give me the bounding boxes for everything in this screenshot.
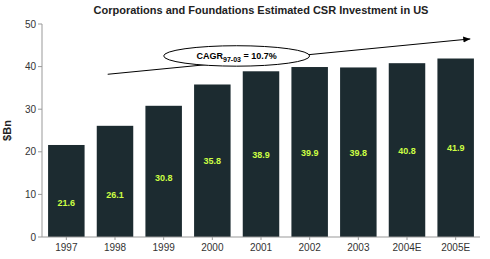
bars: [48, 59, 474, 237]
chart: Corporations and Foundations Estimated C…: [0, 0, 490, 259]
bar: [145, 106, 182, 237]
chart-container: Corporations and Foundations Estimated C…: [0, 0, 490, 259]
x-tick: [358, 237, 359, 240]
x-tick: [261, 237, 262, 240]
y-axis-label: $Bn: [1, 120, 13, 141]
y-tick-label: 30: [25, 104, 37, 115]
x-tick-label: 2001: [250, 242, 273, 253]
x-tick: [66, 237, 67, 240]
bar: [243, 71, 280, 237]
x-tick-label: 2004E: [393, 242, 422, 253]
annotation-subscript: 97-03: [223, 56, 241, 63]
annotation-text: CAGR: [197, 51, 224, 61]
annotation-bubble: [164, 46, 310, 66]
y-tick: [38, 151, 42, 152]
bar: [340, 67, 377, 237]
bar: [389, 63, 426, 237]
x-tick-label: 2000: [201, 242, 224, 253]
y-axis-line: [42, 24, 43, 237]
x-tick: [163, 237, 164, 240]
bar: [291, 67, 328, 237]
bar: [97, 126, 134, 237]
y-tick: [38, 109, 42, 110]
y-tick-label: 50: [25, 19, 37, 30]
x-tick: [407, 237, 408, 240]
x-tick-label: 2002: [299, 242, 322, 253]
trend-arrow: [108, 39, 471, 74]
bar: [194, 84, 231, 237]
y-tick-label: 10: [25, 189, 37, 200]
annotation-text-after: = 10.7%: [241, 51, 277, 61]
y-tick-label: 0: [30, 232, 36, 243]
x-tick-label: 1998: [104, 242, 127, 253]
x-tick: [212, 237, 213, 240]
data-label: 39.8: [350, 148, 368, 158]
x-tick: [309, 237, 310, 240]
y-tick: [38, 237, 42, 238]
annotation: CAGR97-03 = 10.7%: [197, 51, 277, 63]
title: Corporations and Foundations Estimated C…: [94, 4, 429, 16]
y-tick: [38, 194, 42, 195]
y-tick: [38, 24, 42, 25]
data-label: 39.9: [301, 148, 319, 158]
bar: [437, 59, 474, 237]
data-label: 26.1: [106, 190, 124, 200]
data-label: 41.9: [447, 143, 465, 153]
data-label: 35.8: [204, 156, 222, 166]
data-label: 40.8: [398, 146, 416, 156]
y-tick-label: 40: [25, 61, 37, 72]
data-label: 30.8: [155, 173, 173, 183]
data-label: 38.9: [252, 150, 270, 160]
y-tick: [38, 66, 42, 67]
x-tick-label: 2003: [347, 242, 370, 253]
x-tick: [115, 237, 116, 240]
bar: [48, 145, 84, 237]
x-tick-label: 1999: [153, 242, 176, 253]
data-label: 21.6: [58, 198, 76, 208]
x-tick-label: 1997: [55, 242, 78, 253]
x-tick: [455, 237, 456, 240]
y-tick-label: 20: [25, 146, 37, 157]
x-tick-label: 2005E: [441, 242, 470, 253]
